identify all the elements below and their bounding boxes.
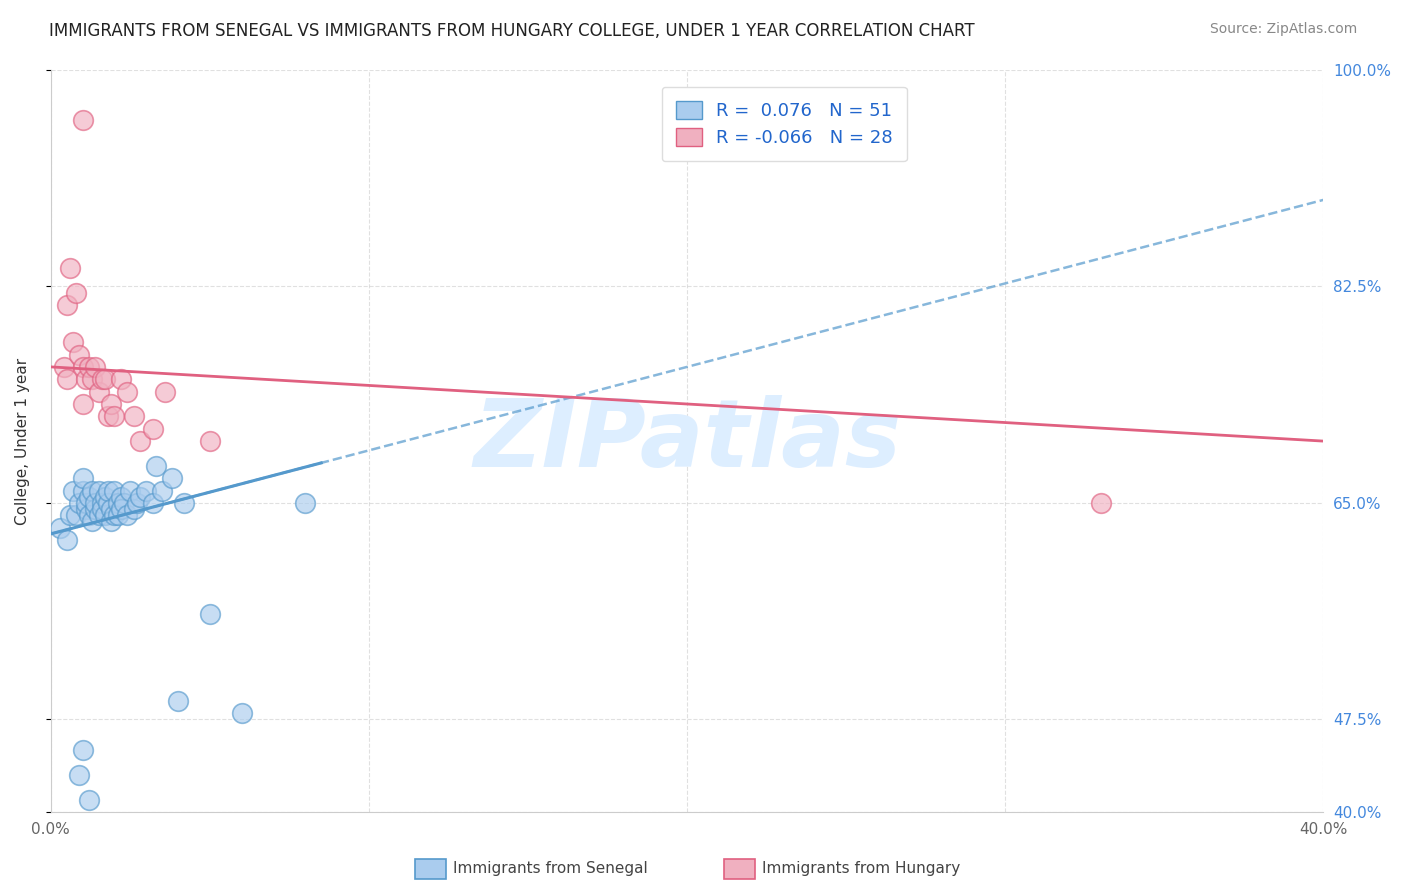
Point — [167, 694, 190, 708]
Point — [52, 359, 75, 374]
Point — [77, 508, 100, 523]
Text: ZIPatlas: ZIPatlas — [472, 395, 901, 487]
Point — [145, 458, 167, 473]
Point — [72, 471, 94, 485]
Text: Source: ZipAtlas.com: Source: ZipAtlas.com — [1209, 22, 1357, 37]
Point — [69, 347, 91, 361]
Point — [122, 409, 145, 424]
Point — [90, 502, 112, 516]
Point — [155, 384, 177, 399]
Point — [72, 483, 94, 498]
Point — [142, 496, 165, 510]
Y-axis label: College, Under 1 year: College, Under 1 year — [15, 358, 30, 524]
Point — [198, 607, 221, 622]
Point — [84, 502, 107, 516]
Point — [231, 706, 253, 721]
Point — [59, 508, 82, 523]
Point — [110, 490, 132, 504]
Point — [72, 112, 94, 127]
Point — [55, 533, 77, 547]
Point — [59, 260, 82, 275]
Point — [125, 496, 148, 510]
Point — [115, 384, 138, 399]
Point — [107, 496, 129, 510]
Point — [69, 768, 91, 782]
Point — [120, 483, 142, 498]
Point — [100, 515, 122, 529]
Point — [97, 409, 120, 424]
Point — [65, 285, 87, 300]
Point — [87, 483, 110, 498]
Point — [62, 335, 84, 350]
Point — [198, 434, 221, 449]
Point — [142, 422, 165, 436]
Text: IMMIGRANTS FROM SENEGAL VS IMMIGRANTS FROM HUNGARY COLLEGE, UNDER 1 YEAR CORRELA: IMMIGRANTS FROM SENEGAL VS IMMIGRANTS FR… — [49, 22, 974, 40]
Point — [90, 372, 112, 386]
Point — [94, 372, 117, 386]
Point — [87, 508, 110, 523]
Point — [103, 409, 125, 424]
Point — [72, 359, 94, 374]
Point — [103, 508, 125, 523]
Point — [94, 490, 117, 504]
Point — [77, 359, 100, 374]
Point — [82, 483, 104, 498]
Point — [97, 483, 120, 498]
Text: Immigrants from Senegal: Immigrants from Senegal — [453, 862, 648, 876]
Point — [97, 496, 120, 510]
Point — [135, 483, 157, 498]
Point — [294, 496, 316, 510]
Point — [65, 508, 87, 523]
Legend: R =  0.076   N = 51, R = -0.066   N = 28: R = 0.076 N = 51, R = -0.066 N = 28 — [662, 87, 907, 161]
Point — [75, 496, 97, 510]
Point — [82, 372, 104, 386]
Point — [87, 384, 110, 399]
Point — [84, 359, 107, 374]
Point — [62, 483, 84, 498]
Point — [110, 502, 132, 516]
Point — [77, 490, 100, 504]
Point — [173, 496, 195, 510]
Point — [115, 508, 138, 523]
Point — [107, 508, 129, 523]
Point — [55, 372, 77, 386]
Point — [122, 502, 145, 516]
Point — [72, 743, 94, 757]
Point — [75, 372, 97, 386]
Point — [150, 483, 173, 498]
Point — [84, 496, 107, 510]
Point — [100, 502, 122, 516]
Point — [69, 496, 91, 510]
Text: Immigrants from Hungary: Immigrants from Hungary — [762, 862, 960, 876]
Point — [75, 502, 97, 516]
Point — [90, 496, 112, 510]
Point — [160, 471, 183, 485]
Point — [129, 434, 152, 449]
Point — [103, 483, 125, 498]
Point — [100, 397, 122, 411]
Point — [55, 298, 77, 312]
Point — [110, 372, 132, 386]
Point — [112, 496, 135, 510]
Point — [82, 515, 104, 529]
Point — [1090, 496, 1112, 510]
Point — [77, 793, 100, 807]
Point — [94, 508, 117, 523]
Point — [129, 490, 152, 504]
Point — [72, 397, 94, 411]
Point — [49, 521, 72, 535]
